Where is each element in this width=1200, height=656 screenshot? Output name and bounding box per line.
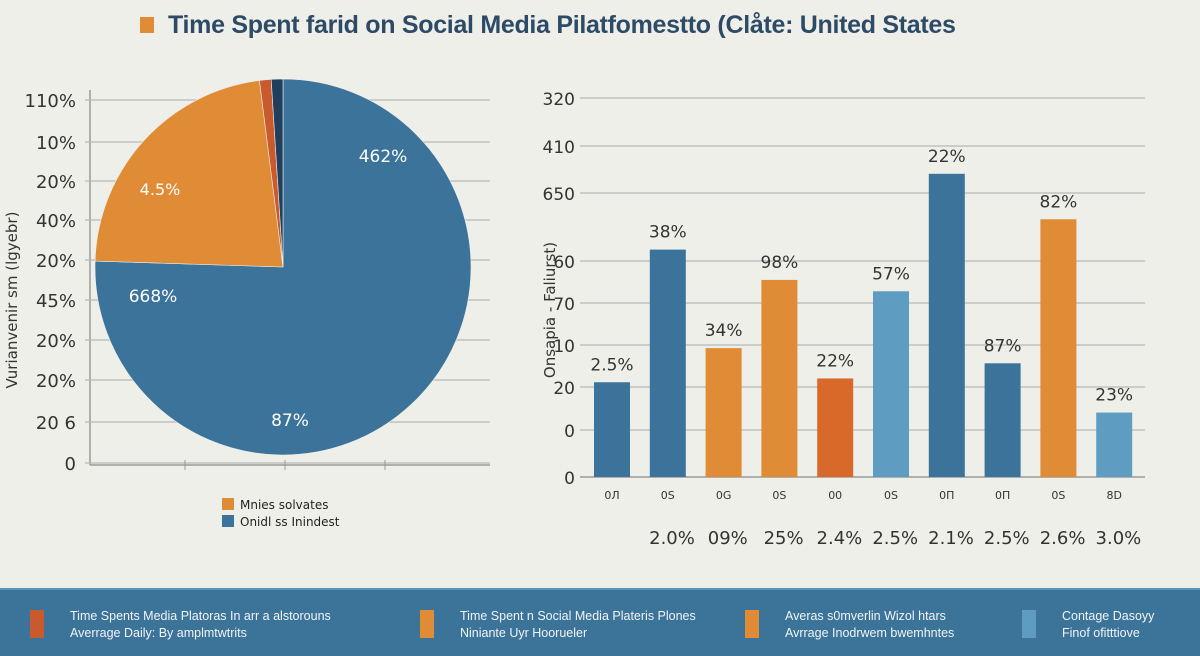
title-marker-icon (140, 17, 154, 33)
x-tick-label: 0S (661, 489, 675, 502)
data-label: 57% (872, 264, 910, 284)
bar (984, 363, 1021, 477)
footer-text: Time Spent n Social Media Plateris Plone… (460, 609, 696, 623)
x-tick-label: 8D (1106, 489, 1121, 502)
y-tick-label: 0 (564, 469, 575, 489)
data-label: 23% (1095, 386, 1133, 406)
y-tick-label: 20% (36, 251, 76, 272)
slice-label: 668% (129, 287, 178, 307)
pie-chart: 110% 10% 20% 40% 20% 45% 20% 20% 20 6 0 Vurianveni… (3, 78, 490, 529)
title-text: Time Spent farid on Social Media Pilatfo… (168, 10, 956, 39)
secondary-label: 2.5% (984, 528, 1030, 549)
data-label: 82% (1040, 192, 1078, 212)
secondary-label: 3.0% (1096, 528, 1142, 549)
secondary-label: 2.6% (1040, 528, 1086, 549)
footer-item: Averas s0mverlin Wizol htars Avrrage Inod… (745, 608, 954, 642)
secondary-label: 2.4% (817, 528, 863, 549)
bar (1040, 219, 1077, 477)
legend-swatch (30, 610, 44, 638)
y-tick-label: 110% (25, 91, 76, 112)
legend-swatch (745, 610, 759, 638)
bar (1096, 412, 1133, 477)
footer-text: Averas s0mverlin Wizol htars (785, 609, 946, 623)
secondary-label: 2.1% (928, 528, 974, 549)
y-tick-label: 20% (36, 331, 76, 352)
y-tick-label: 20% (36, 371, 76, 392)
y-tick-label: 40% (36, 211, 76, 232)
bar (594, 382, 630, 477)
data-label: 2.5% (590, 355, 633, 375)
x-tick-label: 00 (828, 489, 842, 502)
y-tick-label: 20 (553, 379, 575, 399)
legend-swatch (222, 498, 234, 510)
y-tick-label: 70 (553, 295, 575, 315)
secondary-label: 2.0% (649, 528, 695, 549)
legend-swatch (222, 515, 234, 527)
secondary-label: 2.5% (872, 528, 918, 549)
x-tick-label: 0S (772, 489, 786, 502)
legend-swatch (420, 610, 434, 638)
x-tick-label: 0S (1051, 489, 1065, 502)
footer-text: Finof ofitttiove (1062, 626, 1140, 640)
y-tick-label: 0 (65, 454, 76, 475)
data-label: 98% (761, 253, 799, 273)
y-tick-label: 20% (36, 172, 76, 193)
bar (649, 249, 686, 477)
footer-text: Averrage Daily: By amplmtwtrits (70, 626, 247, 640)
secondary-label: 09% (708, 528, 748, 549)
x-tick-label: 0Л (604, 489, 619, 502)
bar (928, 173, 965, 478)
legend-label: Onidl ss Inindest (240, 515, 340, 529)
bar (873, 291, 909, 477)
y-tick-label: 410 (543, 138, 575, 158)
footer-text: Avrrage Inodrwem bwemhntes (785, 626, 955, 640)
x-tick-label: 0G (716, 489, 732, 502)
slice-label: 87% (271, 411, 309, 431)
data-label: 34% (705, 321, 743, 341)
legend-label: Mnies solvates (240, 498, 328, 512)
bar (761, 279, 798, 477)
x-tick-label: 0П (995, 489, 1010, 502)
y-tick-label: 20 6 (36, 413, 76, 434)
y-tick-label: 60 (553, 253, 575, 273)
footer-item: Contage Dasoyy Finof ofitttiove (1022, 608, 1154, 642)
slice-label: 4.5% (140, 180, 181, 199)
y-tick-label: 650 (543, 185, 575, 205)
footer-text: Contage Dasoyy (1062, 609, 1155, 623)
bar (705, 348, 742, 477)
data-label: 87% (984, 336, 1022, 356)
y-tick-label: 0 (564, 422, 575, 442)
secondary-label: 25% (764, 528, 804, 549)
y-tick-label: 320 (543, 90, 575, 110)
y-axis-label: Vurianvenir sm (lgyebr) (3, 212, 21, 389)
bar (817, 378, 854, 477)
footer-text: Niniante Uyr Hoorueler (460, 626, 588, 640)
y-tick-label: 10 (553, 337, 575, 357)
x-tick-label: 0П (939, 489, 954, 502)
data-label: 22% (816, 351, 854, 371)
footer-item: Time Spents Media Platoras In arr a alst… (30, 608, 331, 642)
data-label: 38% (649, 223, 687, 243)
slice-label: 462% (359, 147, 408, 167)
y-tick-label: 45% (36, 291, 76, 312)
footer-legend: Time Spents Media Platoras In arr a alst… (0, 588, 1200, 656)
data-label: 22% (928, 147, 966, 167)
pie-slice (94, 80, 284, 268)
chart-title: Time Spent farid on Social Media Pilatfo… (140, 10, 956, 40)
x-tick-label: 0S (884, 489, 898, 502)
y-tick-label: 10% (36, 133, 76, 154)
y-axis-label: Onsapia - Faliurst) (541, 242, 559, 378)
footer-item: Time Spent n Social Media Plateris Plone… (420, 608, 696, 642)
legend-swatch (1022, 610, 1036, 638)
pie-slice (270, 78, 284, 268)
footer-text: Time Spents Media Platoras In arr a alst… (70, 609, 331, 623)
